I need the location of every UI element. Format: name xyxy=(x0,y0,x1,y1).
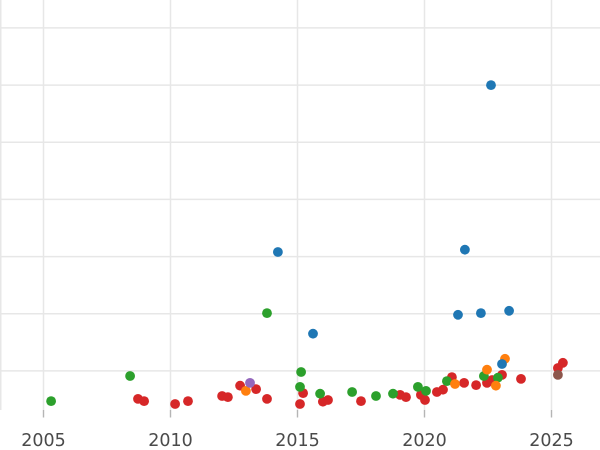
data-point-green xyxy=(493,372,503,383)
data-point-blue xyxy=(497,359,507,369)
data-point-red xyxy=(420,395,430,405)
data-point-green xyxy=(46,396,56,406)
data-point-red xyxy=(223,392,233,402)
data-point-green xyxy=(125,371,135,381)
data-point-orange xyxy=(450,379,460,389)
x-tick-label: 2015 xyxy=(275,431,320,450)
data-point-red xyxy=(251,384,261,394)
data-point-red xyxy=(262,394,272,404)
data-point-blue xyxy=(453,309,463,320)
data-point-green xyxy=(442,376,452,386)
data-point-green xyxy=(371,391,381,401)
data-point-orange xyxy=(241,386,251,396)
data-point-green xyxy=(421,386,431,396)
data-point-green xyxy=(262,308,272,318)
data-point-blue xyxy=(460,244,470,255)
x-tick-label: 2010 xyxy=(148,431,193,450)
data-point-blue xyxy=(486,80,496,90)
data-point-red xyxy=(183,396,193,406)
data-point-red xyxy=(438,384,448,395)
x-axis-ticks xyxy=(42,410,553,418)
data-point-red xyxy=(516,374,526,384)
data-point-green xyxy=(295,382,305,392)
data-point-red xyxy=(295,399,305,409)
data-point-red xyxy=(323,395,333,405)
data-point-red xyxy=(170,399,181,409)
gridlines xyxy=(0,0,600,410)
data-point-orange xyxy=(491,380,501,391)
data-point-blue xyxy=(476,308,486,318)
data-point-brown xyxy=(553,370,563,380)
data-point-red xyxy=(471,380,481,390)
data-point-red xyxy=(459,378,469,388)
x-tick-label: 2020 xyxy=(402,431,447,450)
data-point-red xyxy=(356,396,366,406)
data-point-green xyxy=(388,388,398,399)
data-points xyxy=(46,80,568,409)
data-point-blue xyxy=(308,328,318,339)
data-point-blue xyxy=(273,247,283,257)
x-tick-label: 2005 xyxy=(21,431,66,450)
data-point-green xyxy=(413,382,423,392)
data-point-red xyxy=(139,396,150,406)
data-point-orange xyxy=(482,364,492,375)
data-point-red xyxy=(558,357,568,368)
data-point-green xyxy=(347,387,357,397)
x-axis-tick-labels: 2005 2010 2015 2020 2025 xyxy=(21,431,574,450)
data-point-green xyxy=(315,388,325,399)
data-point-red xyxy=(401,392,411,402)
data-point-green xyxy=(296,367,306,377)
data-point-purple xyxy=(245,378,255,388)
data-point-blue xyxy=(504,305,514,316)
x-tick-label: 2025 xyxy=(529,431,574,450)
